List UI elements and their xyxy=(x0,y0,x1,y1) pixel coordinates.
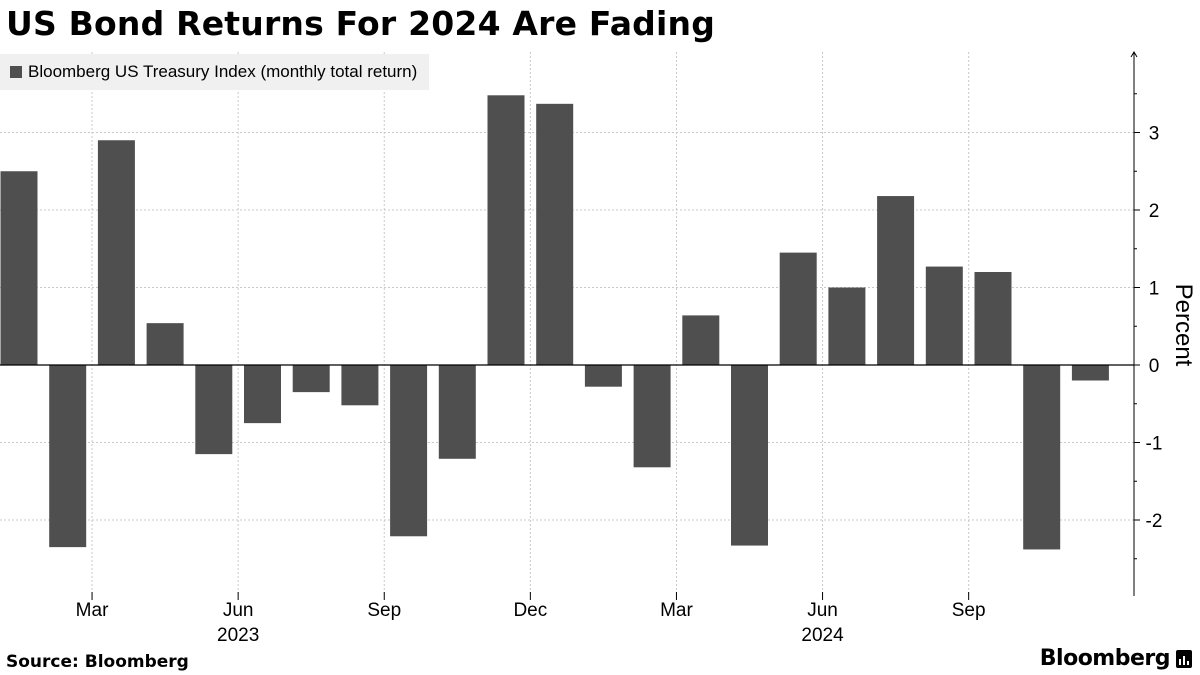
x-tick-label: Sep xyxy=(952,600,986,621)
bloomberg-wordmark: Bloomberg xyxy=(1039,646,1171,671)
bar xyxy=(195,365,233,455)
x-tick-label: Dec xyxy=(513,600,547,621)
bar xyxy=(49,365,87,548)
bar xyxy=(1071,365,1109,381)
bar xyxy=(487,95,525,366)
y-axis-arrow xyxy=(1130,51,1138,58)
legend-label: Bloomberg US Treasury Index (monthly tot… xyxy=(28,62,418,81)
x-tick-label: Mar xyxy=(76,600,109,621)
x-year-label: 2024 xyxy=(801,625,844,646)
x-tick-label: Jun xyxy=(223,600,254,621)
bar xyxy=(925,266,963,365)
bar xyxy=(731,365,768,546)
y-tick-label: 1 xyxy=(1149,279,1160,300)
bar xyxy=(97,140,135,365)
bloomberg-logo: Bloomberg xyxy=(1040,646,1192,671)
x-tick-label: Jun xyxy=(807,600,838,621)
y-tick-label: 2 xyxy=(1149,201,1160,222)
bar xyxy=(779,252,817,365)
x-tick-label: Sep xyxy=(367,600,401,621)
bar xyxy=(828,287,866,365)
bar xyxy=(146,323,184,365)
chart-title: US Bond Returns For 2024 Are Fading xyxy=(6,4,716,43)
bar xyxy=(292,365,330,393)
bar xyxy=(438,365,476,459)
y-tick-label: -2 xyxy=(1146,511,1163,532)
bloomberg-terminal-icon xyxy=(1176,649,1192,668)
bar xyxy=(1023,365,1061,550)
bar xyxy=(633,365,671,468)
bar xyxy=(0,171,38,365)
bar xyxy=(584,365,622,387)
x-year-label: 2023 xyxy=(217,625,259,646)
source-note: Source: Bloomberg xyxy=(6,652,189,672)
bar xyxy=(974,272,1012,365)
legend: Bloomberg US Treasury Index (monthly tot… xyxy=(0,54,430,90)
bar xyxy=(877,196,915,365)
y-tick-label: 3 xyxy=(1149,124,1160,145)
bar xyxy=(244,365,281,424)
bar xyxy=(341,365,379,406)
bar xyxy=(682,315,720,365)
x-tick-label: Mar xyxy=(660,600,693,621)
bar xyxy=(536,103,574,365)
bar xyxy=(390,365,428,537)
y-tick-label: -1 xyxy=(1146,434,1163,455)
legend-swatch xyxy=(10,66,22,78)
y-axis-label: Percent xyxy=(1170,284,1197,367)
y-tick-label: 0 xyxy=(1149,356,1160,377)
